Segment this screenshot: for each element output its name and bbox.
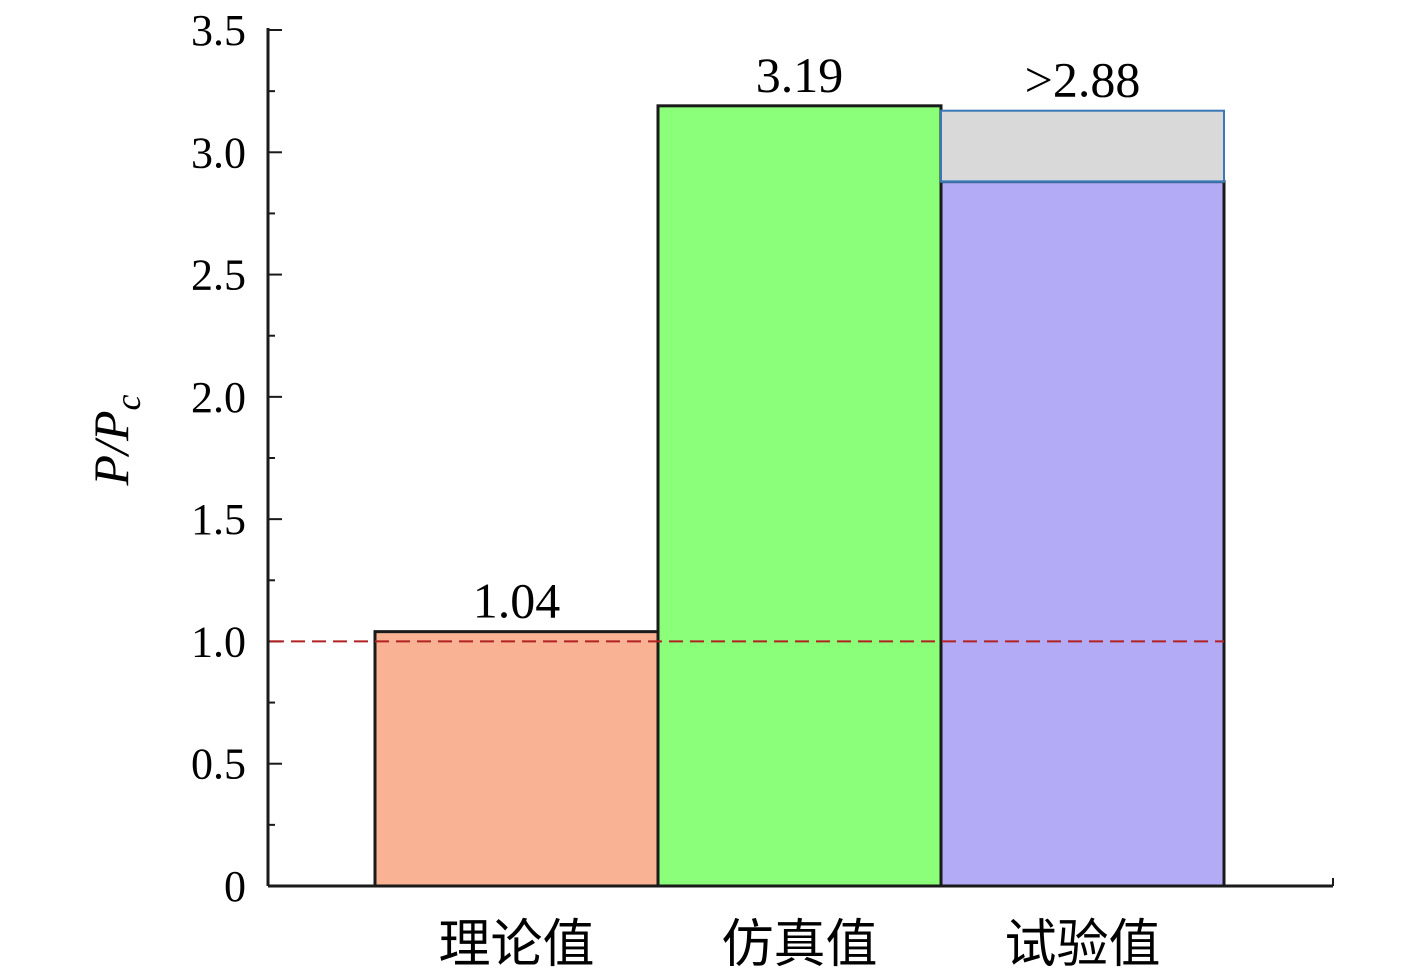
- x-tick-label: 理论值: [438, 915, 594, 975]
- x-tick-label: 仿真值: [721, 915, 877, 975]
- y-tick-label: 3.0: [191, 128, 246, 177]
- y-tick-label: 1.5: [191, 495, 246, 544]
- y-tick-label: 1.0: [191, 617, 246, 666]
- bar-1: [373, 630, 660, 888]
- y-tick-label: 2.0: [191, 373, 246, 422]
- bar-extension: [940, 109, 1225, 183]
- data-label: 1.04: [473, 573, 561, 629]
- y-axis-label: P/Pc: [83, 395, 148, 487]
- bar-3: [939, 180, 1226, 888]
- y-tick-label: 2.5: [191, 251, 246, 300]
- labels: 0 0.5 1.0 1.5 2.0 2.5 3.0 3.5 1.04 3.19 >2.88 理论值 仿真…: [191, 6, 1161, 975]
- y-tick-label: 3.5: [191, 6, 246, 55]
- y-tick-label: 0: [224, 862, 246, 911]
- bars: [270, 104, 1226, 888]
- y-tick-label: 0.5: [191, 740, 246, 789]
- data-label: >2.88: [1025, 52, 1141, 108]
- bar-2: [656, 104, 943, 888]
- data-label: 3.19: [756, 47, 844, 103]
- x-tick-label: 试验值: [1004, 915, 1160, 975]
